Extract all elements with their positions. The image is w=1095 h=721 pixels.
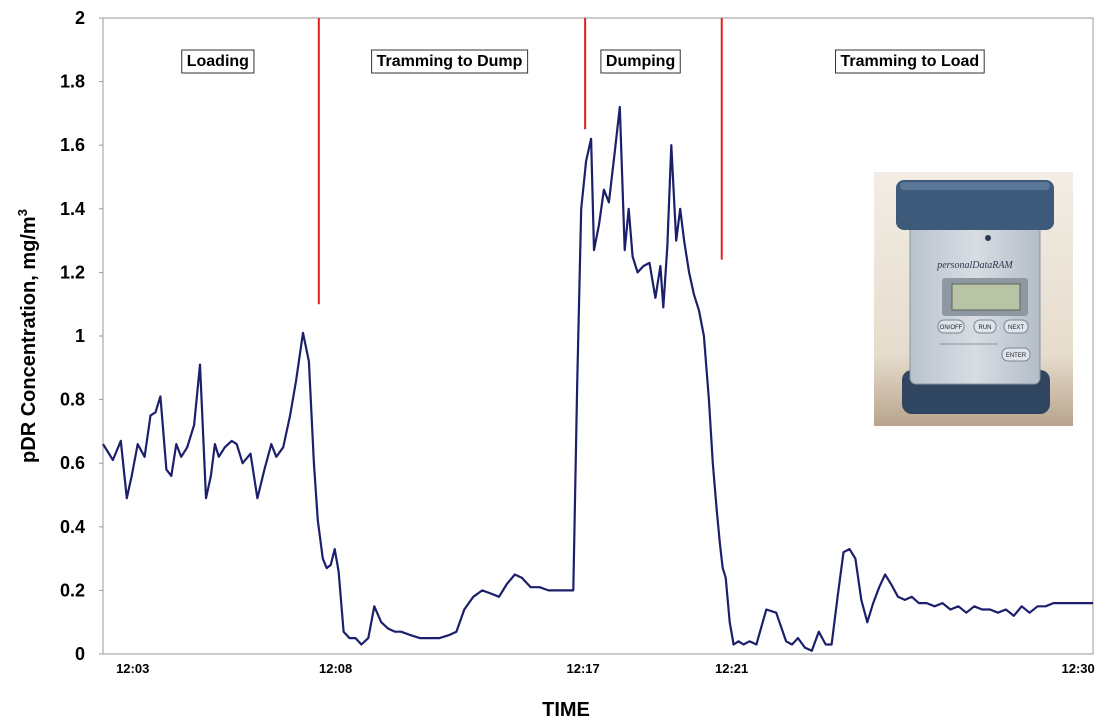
phase-label-box: Loading: [181, 49, 255, 74]
x-tick-label: 12:08: [319, 661, 352, 676]
x-tick-label: 12:03: [116, 661, 149, 676]
phase-label-frame: [371, 49, 529, 74]
device-cap-highlight: [900, 182, 1050, 190]
device-button-onoff: [937, 319, 965, 334]
device-button-next-label: NEXT: [1008, 325, 1024, 331]
phase-label-frame: [600, 49, 681, 74]
phase-label: Tramming to Dump: [377, 53, 523, 70]
phase-label-box: Dumping: [600, 49, 681, 74]
phase-label: Tramming to Load: [841, 53, 980, 70]
phase-label-frame: [181, 49, 255, 74]
x-tick-label: 12:30: [1062, 661, 1095, 676]
phase-dividers: [317, 18, 723, 305]
device-button-next: [1003, 319, 1029, 334]
y-tick-label: 2: [75, 8, 85, 28]
y-tick-label: 1.2: [60, 262, 85, 282]
y-tick-label: 0.2: [60, 580, 85, 600]
x-tick-label: 12:21: [715, 661, 748, 676]
y-tick-label: 0.6: [60, 453, 85, 473]
device-button-run-label: RUN: [979, 325, 992, 331]
x-tick-label: 12:17: [567, 661, 600, 676]
device-sensor-dot: [985, 235, 991, 241]
y-tick-label: 1.4: [60, 199, 85, 219]
device-button-run: [973, 319, 997, 334]
device-button-enter-label: ENTER: [1006, 353, 1027, 359]
device-brand-text: personalDataRAM: [936, 260, 1013, 271]
y-tick-label: 0.8: [60, 390, 85, 410]
device-top-cap: [896, 180, 1054, 230]
phase-label-frame: [835, 49, 985, 74]
device-button-onoff-label: ON/OFF: [940, 325, 963, 331]
device-lcd-screen: [951, 283, 1021, 311]
y-axis-title-superscript: 3: [15, 209, 30, 216]
y-tick-label: 0.4: [60, 517, 85, 537]
y-axis: 0 0.2 0.4 0.6 0.8 1 1.2 1.4 1.6 1.8 2: [60, 8, 103, 664]
phase-label: Dumping: [606, 53, 675, 70]
y-axis-title-main: pDR Concentration, mg/m: [18, 216, 40, 463]
y-tick-label: 1.6: [60, 135, 85, 155]
x-axis-title: TIME: [542, 699, 590, 721]
y-axis-title: pDR Concentration, mg/m3: [15, 209, 40, 463]
device-buttons: ON/OFF RUN NEXT ENTER: [937, 319, 1031, 362]
device-photo: personalDataRAM ON/OFF RUN NEXT ENTER: [874, 172, 1073, 426]
phase-label-box: Tramming to Load: [835, 49, 985, 74]
device-button-enter: [1001, 347, 1031, 362]
phase-label: Loading: [187, 53, 249, 70]
y-tick-label: 1: [75, 326, 85, 346]
y-tick-label: 0: [75, 644, 85, 664]
y-tick-label: 1.8: [60, 72, 85, 92]
concentration-series-line: [102, 105, 1093, 652]
phase-label-box: Tramming to Dump: [371, 49, 529, 74]
x-axis: 12:03 12:08 12:17 12:21 12:30: [116, 661, 1095, 676]
phase-labels: Loading Tramming to Dump Dumping Tramming t…: [181, 49, 985, 74]
